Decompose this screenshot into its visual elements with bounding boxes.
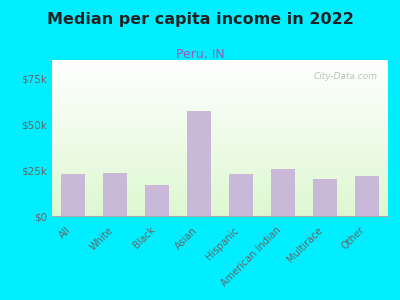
- Bar: [272, 169, 294, 216]
- Bar: [104, 173, 126, 216]
- Bar: [146, 185, 168, 216]
- Text: Peru, IN: Peru, IN: [176, 48, 224, 61]
- Bar: [62, 174, 84, 216]
- Text: Median per capita income in 2022: Median per capita income in 2022: [46, 12, 354, 27]
- Bar: [314, 179, 336, 216]
- Bar: [230, 174, 252, 216]
- Bar: [356, 176, 378, 216]
- Bar: [188, 111, 210, 216]
- Text: City-Data.com: City-Data.com: [314, 73, 378, 82]
